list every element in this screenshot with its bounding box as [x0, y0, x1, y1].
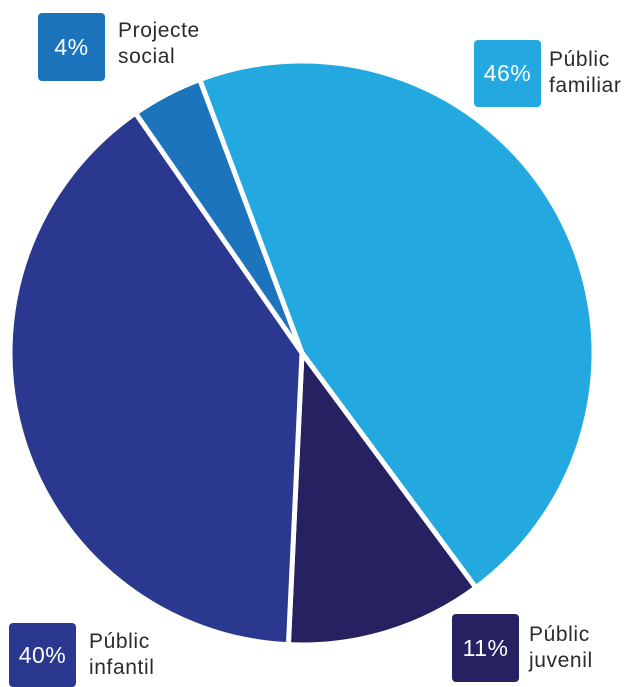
label-public-juvenil: Públic juvenil [529, 623, 593, 672]
badge-public-juvenil: 11% [452, 614, 519, 682]
badge-public-infantil: 40% [9, 623, 76, 687]
badge-public-familiar: 46% [474, 40, 541, 107]
pie-slice-public-juvenil [285, 350, 479, 648]
label-projecte-social: Projecte social [118, 19, 200, 68]
pie-slice-public-familiar [197, 58, 597, 591]
pie-slice-public-infantil [7, 110, 305, 648]
label-public-familiar: Públic familiar [549, 48, 622, 97]
badge-projecte-social: 4% [38, 13, 105, 81]
label-public-infantil: Públic infantil [89, 630, 155, 679]
pie-slices [7, 58, 597, 648]
pie-slice-projecte-social [133, 76, 305, 356]
